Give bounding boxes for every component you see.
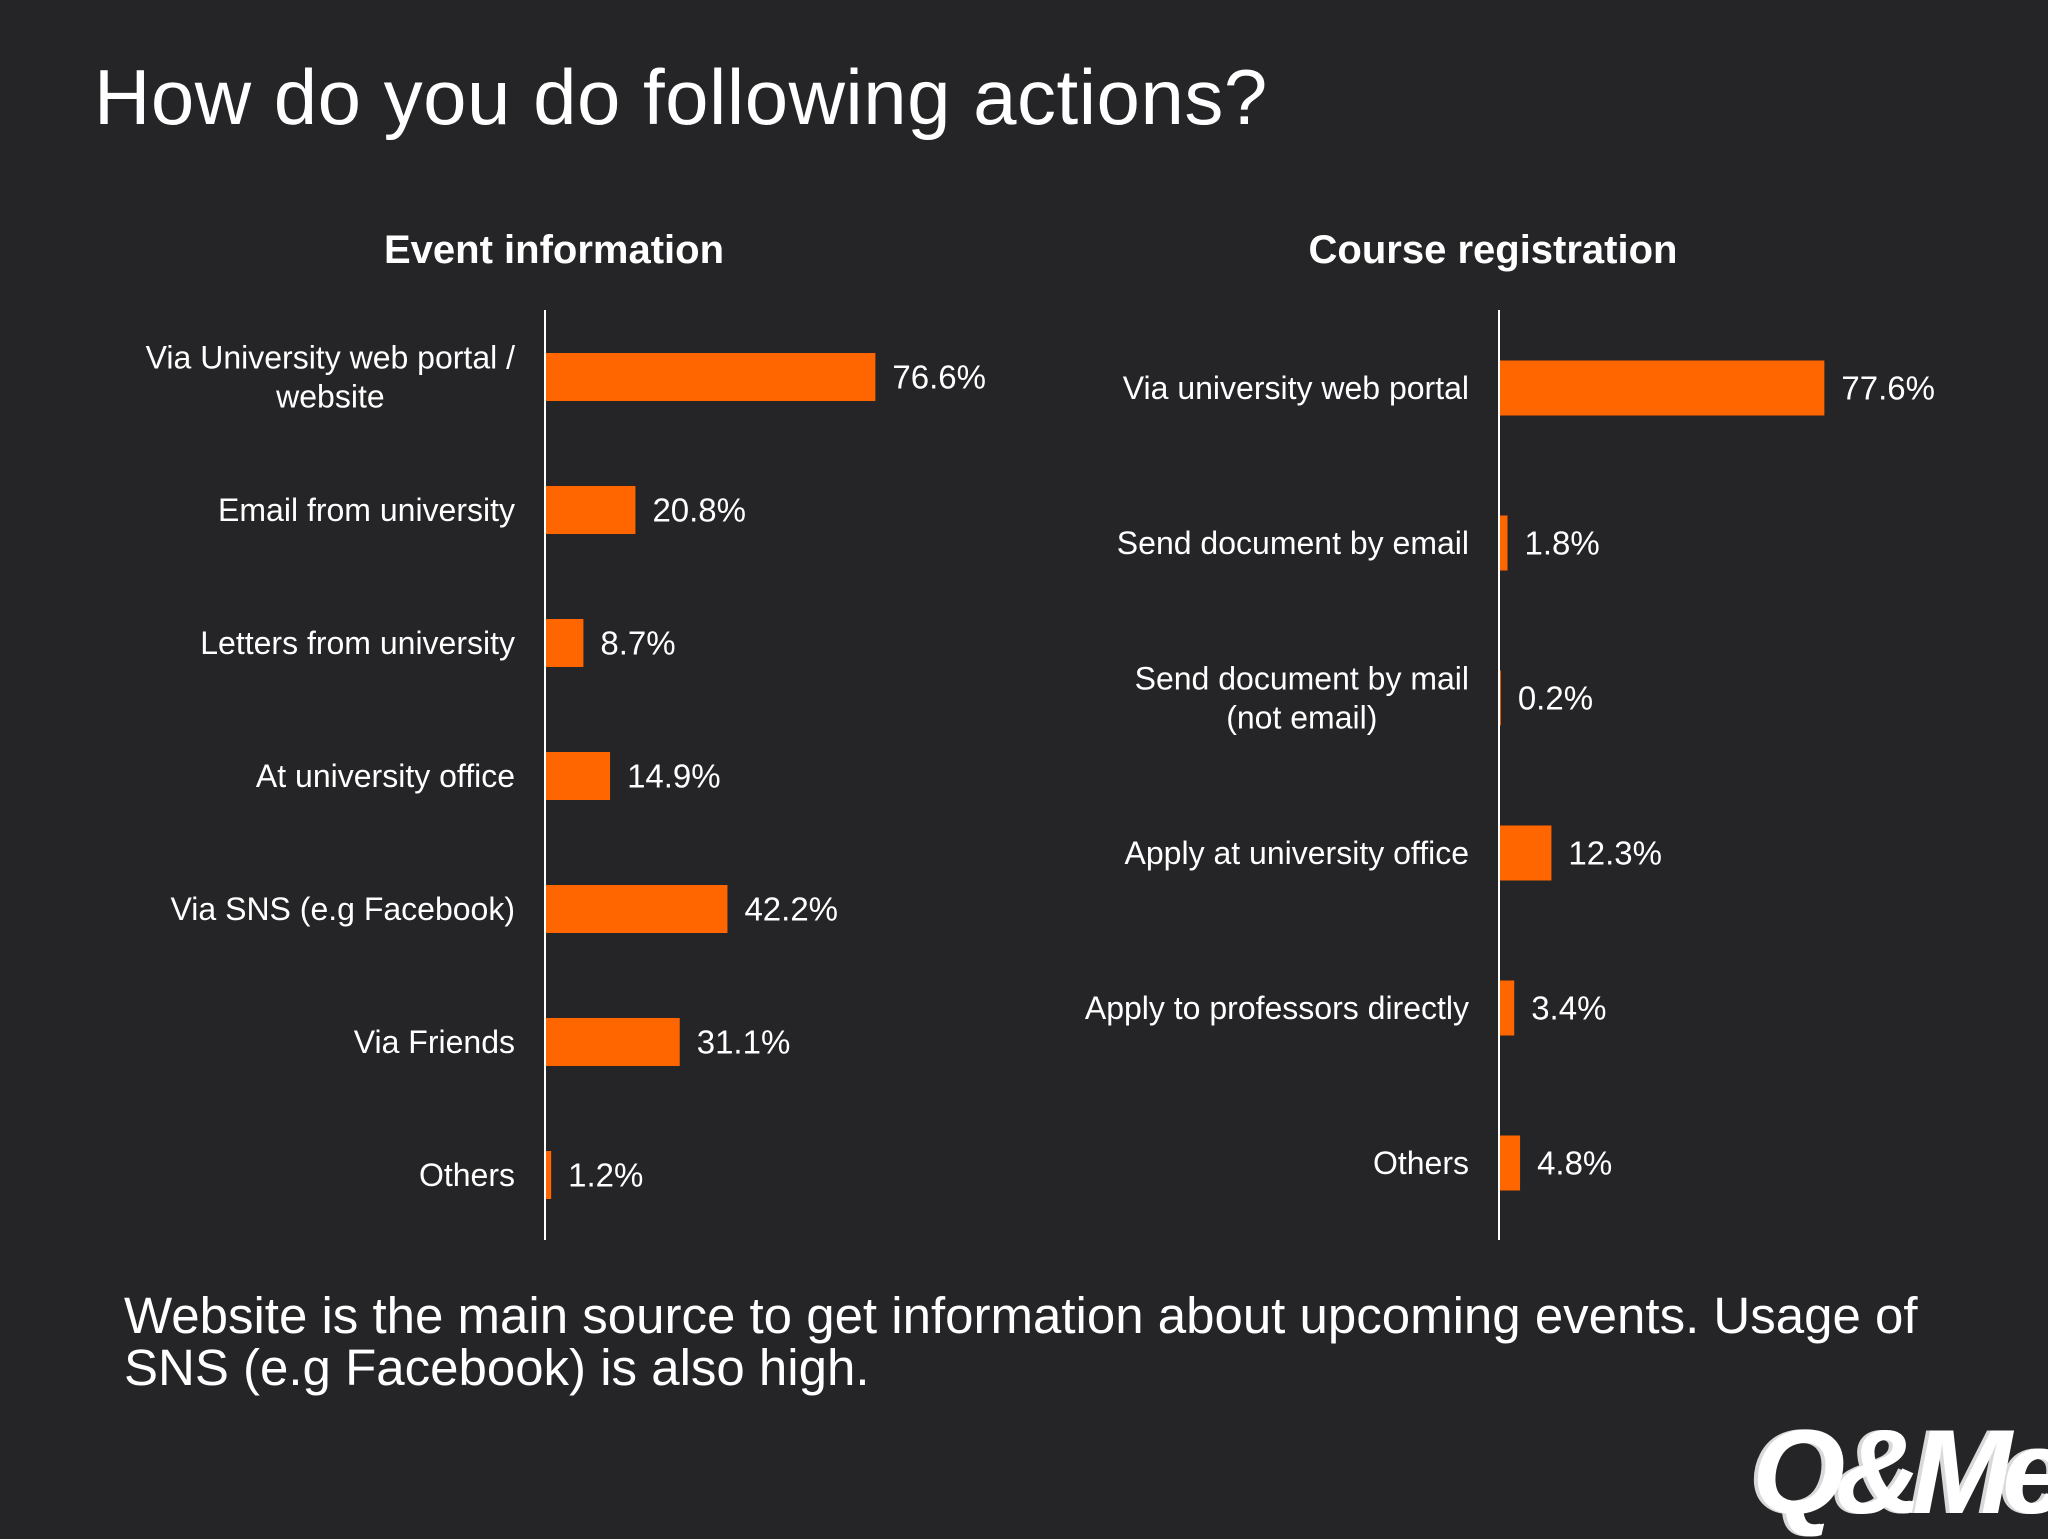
brand-logo: Q&Me — [1752, 1405, 2048, 1539]
slide-title: How do you do following actions? — [94, 53, 1268, 141]
course-bar-1 — [1500, 360, 1825, 416]
event-category-label-5: Via SNS (e.g Facebook) — [171, 891, 515, 927]
event-value-label-7: 1.2% — [568, 1157, 643, 1194]
event-bar-1 — [546, 353, 876, 401]
event-category-label-4: At university office — [256, 758, 515, 794]
event-bar-2 — [546, 486, 636, 534]
event-bar-7 — [546, 1151, 552, 1199]
course-category-label-1: Via university web portal — [1123, 370, 1469, 406]
event-bar-4 — [546, 752, 611, 800]
course-value-label-1: 77.6% — [1841, 370, 1935, 407]
event-value-label-6: 31.1% — [697, 1024, 791, 1061]
course-bar-6 — [1500, 1135, 1521, 1191]
footnote: Website is the main source to get inform… — [124, 1287, 1918, 1396]
event-value-label-4: 14.9% — [627, 758, 721, 795]
course-category-label-2: Send document by email — [1117, 525, 1469, 561]
course-category-label-5: Apply to professors directly — [1085, 990, 1469, 1026]
event-category-label-7: Others — [419, 1157, 515, 1193]
event-category-label-1-line-1: Via University web portal / — [146, 340, 515, 376]
course-value-label-6: 4.8% — [1537, 1145, 1612, 1182]
event-value-label-5: 42.2% — [744, 891, 838, 928]
event-bar-3 — [546, 619, 584, 667]
course-value-label-2: 1.8% — [1525, 525, 1600, 562]
course-chart-title: Course registration — [1308, 228, 1678, 272]
event-bar-6 — [546, 1018, 680, 1066]
course-bar-4 — [1500, 825, 1552, 881]
event-chart-title: Event information — [383, 228, 725, 272]
course-value-label-4: 12.3% — [1568, 835, 1662, 872]
course-category-label-3-line-2: (not email) — [1226, 700, 1377, 736]
event-category-label-2: Email from university — [218, 492, 515, 528]
event-bar-5 — [546, 885, 728, 933]
course-category-label-6: Others — [1373, 1145, 1469, 1181]
event-category-label-6: Via Friends — [354, 1024, 515, 1060]
event-category-label-1-line-2: website — [275, 379, 385, 415]
course-value-label-5: 3.4% — [1531, 990, 1606, 1027]
course-category-label-4: Apply at university office — [1125, 835, 1469, 871]
course-bar-5 — [1500, 980, 1515, 1036]
course-bar-3 — [1500, 670, 1501, 726]
course-category-label-3-line-1: Send document by mail — [1135, 661, 1469, 697]
event-value-label-3: 8.7% — [600, 625, 675, 662]
event-category-label-3: Letters from university — [200, 625, 515, 661]
event-value-label-1: 76.6% — [892, 359, 986, 396]
course-bar-2 — [1500, 515, 1508, 571]
course-value-label-3: 0.2% — [1518, 680, 1593, 717]
event-value-label-2: 20.8% — [652, 492, 746, 529]
